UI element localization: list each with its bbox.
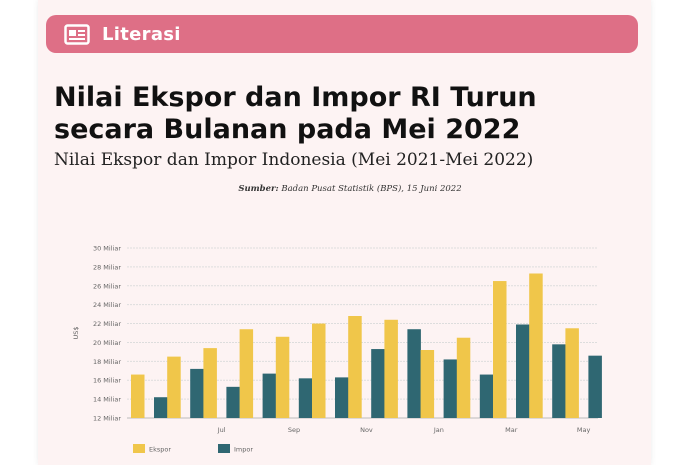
y-tick-label: 26 Miliar bbox=[93, 282, 121, 290]
legend-swatch-impor bbox=[218, 444, 230, 453]
bar-ekspor bbox=[203, 348, 217, 418]
x-tick-label: Nov bbox=[360, 426, 373, 434]
bar-ekspor bbox=[420, 350, 435, 418]
page-title: Nilai Ekspor dan Impor RI Turun secara B… bbox=[54, 82, 537, 145]
x-tick-label: May bbox=[577, 426, 591, 434]
bar-impor bbox=[262, 373, 277, 418]
legend-label-impor: Impor bbox=[234, 446, 253, 454]
y-tick-label: 18 Miliar bbox=[93, 358, 121, 366]
bar-ekspor bbox=[493, 281, 507, 418]
bar-impor bbox=[588, 355, 602, 418]
bar-impor bbox=[154, 397, 168, 418]
legend: Ekspor Impor bbox=[133, 444, 253, 454]
source-label: Sumber: bbox=[238, 184, 279, 194]
banner-label: Literasi bbox=[102, 23, 181, 45]
x-tick-label: Jan bbox=[433, 426, 444, 434]
bar-ekspor bbox=[384, 319, 398, 418]
x-axis-ticks: Jul Sep Nov Jan Mar May bbox=[217, 426, 591, 434]
bar-impor bbox=[552, 344, 566, 418]
bar-impor bbox=[335, 377, 349, 418]
bar-impor bbox=[516, 324, 530, 418]
bar-impor bbox=[298, 378, 313, 418]
legend-swatch-ekspor bbox=[133, 444, 145, 453]
newspaper-icon bbox=[64, 23, 90, 45]
y-tick-label: 28 Miliar bbox=[93, 263, 121, 271]
y-axis-ticks: 12 Miliar 14 Miliar 16 Miliar 18 Miliar 20 M… bbox=[93, 245, 121, 423]
y-tick-label: 30 Miliar bbox=[93, 245, 121, 253]
bar-impor bbox=[371, 349, 385, 418]
y-tick-label: 12 Miliar bbox=[93, 415, 121, 423]
literasi-banner[interactable]: Literasi bbox=[46, 15, 638, 53]
bars bbox=[131, 273, 602, 418]
bar-ekspor bbox=[456, 337, 471, 418]
bar-ekspor bbox=[239, 329, 254, 418]
x-tick-label: Sep bbox=[288, 426, 300, 434]
source-note: Sumber: Badan Pusat Statistik (BPS), 15 … bbox=[0, 184, 700, 194]
bar-impor bbox=[443, 359, 458, 418]
y-tick-label: 22 Miliar bbox=[93, 320, 121, 328]
y-tick-label: 20 Miliar bbox=[93, 339, 121, 347]
y-tick-label: 24 Miliar bbox=[93, 301, 121, 309]
bar-ekspor bbox=[529, 273, 543, 418]
source-text: Badan Pusat Statistik (BPS), 15 Juni 202… bbox=[281, 184, 462, 194]
bar-ekspor bbox=[348, 316, 362, 418]
bar-ekspor bbox=[167, 356, 181, 418]
y-tick-label: 16 Miliar bbox=[93, 377, 121, 385]
bar-ekspor bbox=[131, 374, 145, 418]
bar-impor bbox=[226, 386, 240, 418]
bar-ekspor bbox=[565, 328, 579, 418]
x-tick-label: Mar bbox=[505, 426, 518, 434]
y-tick-label: 14 Miliar bbox=[93, 396, 121, 404]
bar-impor bbox=[407, 329, 421, 418]
bar-ekspor bbox=[312, 323, 326, 418]
bar-ekspor bbox=[275, 336, 290, 418]
bar-impor bbox=[479, 374, 494, 418]
legend-label-ekspor: Ekspor bbox=[149, 446, 171, 454]
x-tick-label: Jul bbox=[217, 426, 226, 434]
bar-impor bbox=[190, 368, 204, 418]
y-axis-label: US$ bbox=[72, 326, 80, 339]
chart-subtitle: Nilai Ekspor dan Impor Indonesia (Mei 20… bbox=[54, 150, 534, 170]
